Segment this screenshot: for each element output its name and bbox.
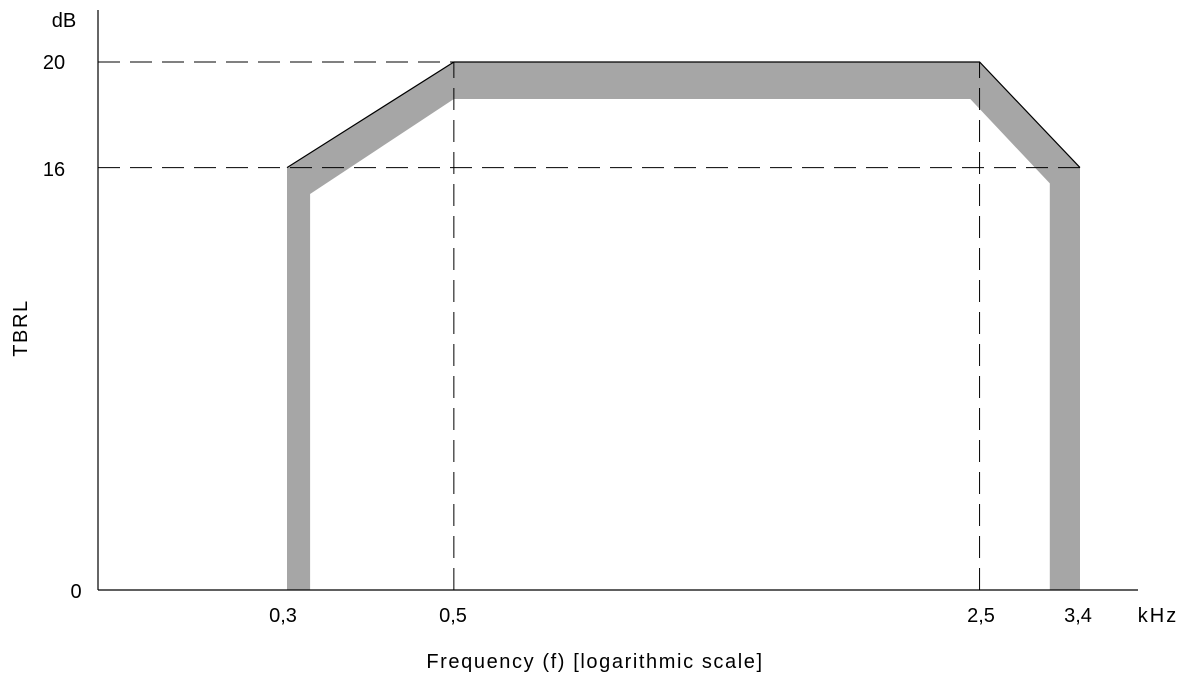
x-axis-title: Frequency (f) [logarithmic scale]: [426, 651, 763, 673]
reference-lines: [98, 61, 1080, 590]
x-unit-label: kHz: [1138, 605, 1178, 627]
x-tick-label-0-5: 0,5: [439, 605, 467, 627]
y-tick-label-16: 16: [43, 159, 65, 181]
y-ticks: 20 16 0: [43, 52, 82, 603]
y-unit-label: dB: [52, 10, 76, 32]
x-tick-label-3-4: 3,4: [1064, 605, 1092, 627]
x-tick-label-0-3: 0,3: [269, 605, 297, 627]
y-axis-title: TBRL: [10, 299, 32, 357]
y-tick-label-20: 20: [43, 52, 65, 74]
mask-band: [287, 62, 1080, 590]
y-tick-label-0: 0: [70, 581, 81, 603]
axes: [97, 10, 1138, 591]
mask-band-layer: [286, 61, 1081, 590]
x-tick-label-2-5: 2,5: [967, 605, 995, 627]
x-ticks: 0,3 0,5 2,5 3,4: [269, 605, 1092, 627]
